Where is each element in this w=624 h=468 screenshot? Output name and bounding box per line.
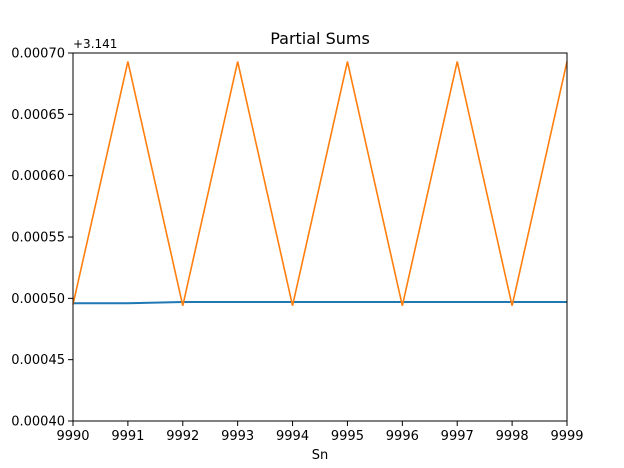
x-axis: 9990 9991 9992 9993 9994 9995 9996 9997 9998 9999 xyxy=(56,421,584,444)
x-tick-label: 9998 xyxy=(496,429,529,444)
x-tick-label: 9994 xyxy=(276,429,309,444)
chart-title: Partial Sums xyxy=(270,29,370,48)
x-tick-label: 9991 xyxy=(111,429,144,444)
x-tick-label: 9992 xyxy=(166,429,199,444)
y-tick-label: 0.00050 xyxy=(11,292,65,307)
y-tick-label: 0.00070 xyxy=(11,47,65,62)
plot-frame xyxy=(72,52,568,422)
series-2-line xyxy=(72,61,568,306)
y-tick-label: 0.00065 xyxy=(11,108,65,123)
y-tick-label: 0.00045 xyxy=(11,353,65,368)
x-axis-label: Sn xyxy=(312,448,329,463)
x-tick-label: 9997 xyxy=(441,429,474,444)
y-tick-label: 0.00055 xyxy=(11,231,65,246)
y-offset-label: +3.141 xyxy=(73,37,117,51)
x-tick-label: 9990 xyxy=(56,429,89,444)
y-axis: 0.00040 0.00045 0.00050 0.00055 0.00060 0.000… xyxy=(11,47,73,430)
x-tick-label: 9993 xyxy=(221,429,254,444)
y-tick-label: 0.00060 xyxy=(11,169,65,184)
series-layer xyxy=(72,61,568,306)
x-tick-label: 9995 xyxy=(331,429,364,444)
x-tick-label: 9999 xyxy=(550,429,583,444)
x-tick-label: 9996 xyxy=(386,429,419,444)
y-tick-label: 0.00040 xyxy=(11,415,65,430)
series-1-line xyxy=(73,301,567,305)
